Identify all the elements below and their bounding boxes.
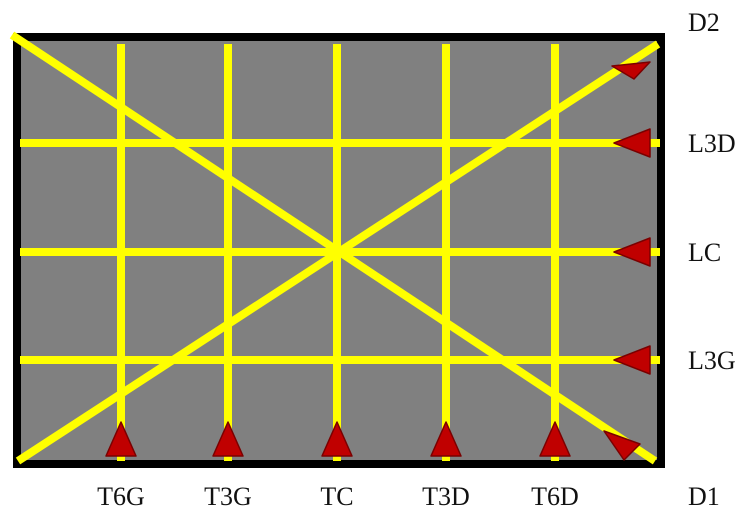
arrow-D1 — [603, 430, 641, 461]
arrow-LC — [613, 237, 651, 267]
label-L3D: L3D — [688, 129, 736, 158]
label-D2: D2 — [688, 8, 720, 37]
line-D1 — [9, 31, 658, 465]
arrow-T6G — [105, 421, 137, 457]
arrow-D2 — [611, 61, 651, 80]
label-TC: TC — [320, 482, 354, 511]
scan-lines — [9, 31, 661, 465]
direction-arrows — [105, 61, 651, 461]
arrow-TC — [321, 421, 353, 457]
label-L3G: L3G — [688, 346, 736, 375]
label-T6D: T6D — [531, 482, 579, 511]
label-T6G: T6G — [97, 482, 145, 511]
line-D2 — [15, 40, 661, 465]
label-T3G: T3G — [204, 482, 252, 511]
arrow-T3D — [430, 421, 462, 457]
arrow-L3G — [613, 345, 651, 375]
arrow-L3D — [613, 128, 651, 158]
label-LC: LC — [688, 238, 722, 267]
arrow-T6D — [539, 421, 571, 457]
label-T3D: T3D — [422, 482, 470, 511]
arrow-T3G — [212, 421, 244, 457]
label-D1: D1 — [688, 482, 720, 511]
